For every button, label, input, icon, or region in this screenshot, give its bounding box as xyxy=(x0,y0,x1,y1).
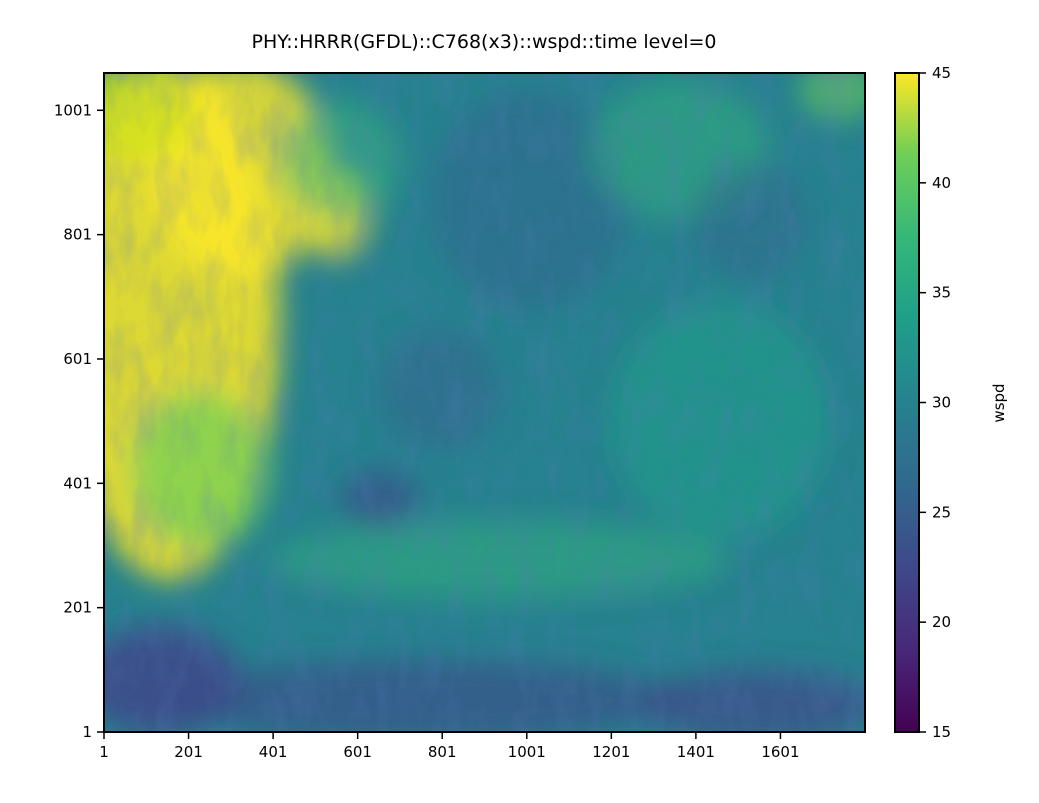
chart-title: PHY::HRRR(GFDL)::C768(x3)::wspd::time le… xyxy=(251,31,716,53)
x-tick-label: 1601 xyxy=(761,743,799,761)
colorbar-label: wspd xyxy=(990,383,1008,422)
colorbar-tick-label: 45 xyxy=(932,64,951,82)
colorbar-tick-label: 35 xyxy=(932,284,951,302)
y-tick-label: 201 xyxy=(63,599,92,617)
colorbar-tick-label: 40 xyxy=(932,174,951,192)
colorbar-tick-label: 15 xyxy=(932,723,951,741)
y-tick-label: 1001 xyxy=(54,101,92,119)
x-tick-label: 801 xyxy=(428,743,457,761)
plot-frame xyxy=(103,72,866,733)
colorbar-tick-label: 20 xyxy=(932,613,951,631)
x-tick-label: 601 xyxy=(343,743,372,761)
colorbar xyxy=(894,72,920,733)
y-tick-label: 801 xyxy=(63,226,92,244)
x-tick-label: 1401 xyxy=(677,743,715,761)
x-tick-label: 201 xyxy=(174,743,203,761)
y-tick-label: 401 xyxy=(63,474,92,492)
y-tick-label: 601 xyxy=(63,350,92,368)
y-axis: 1 201 401 601 801 1001 xyxy=(54,101,104,741)
heatmap-field xyxy=(104,73,865,732)
colorbar-tick-label: 25 xyxy=(932,503,951,521)
y-tick-label: 1 xyxy=(82,723,92,741)
x-tick-label: 1001 xyxy=(508,743,546,761)
x-tick-label: 1201 xyxy=(592,743,630,761)
colorbar-axis: 15 20 25 30 35 40 45 xyxy=(919,64,951,741)
x-tick-label: 401 xyxy=(259,743,288,761)
x-tick-label: 1 xyxy=(99,743,109,761)
x-axis: 1 201 401 601 801 1001 1201 1401 1601 xyxy=(99,732,800,761)
colorbar-tick-label: 30 xyxy=(932,394,951,412)
